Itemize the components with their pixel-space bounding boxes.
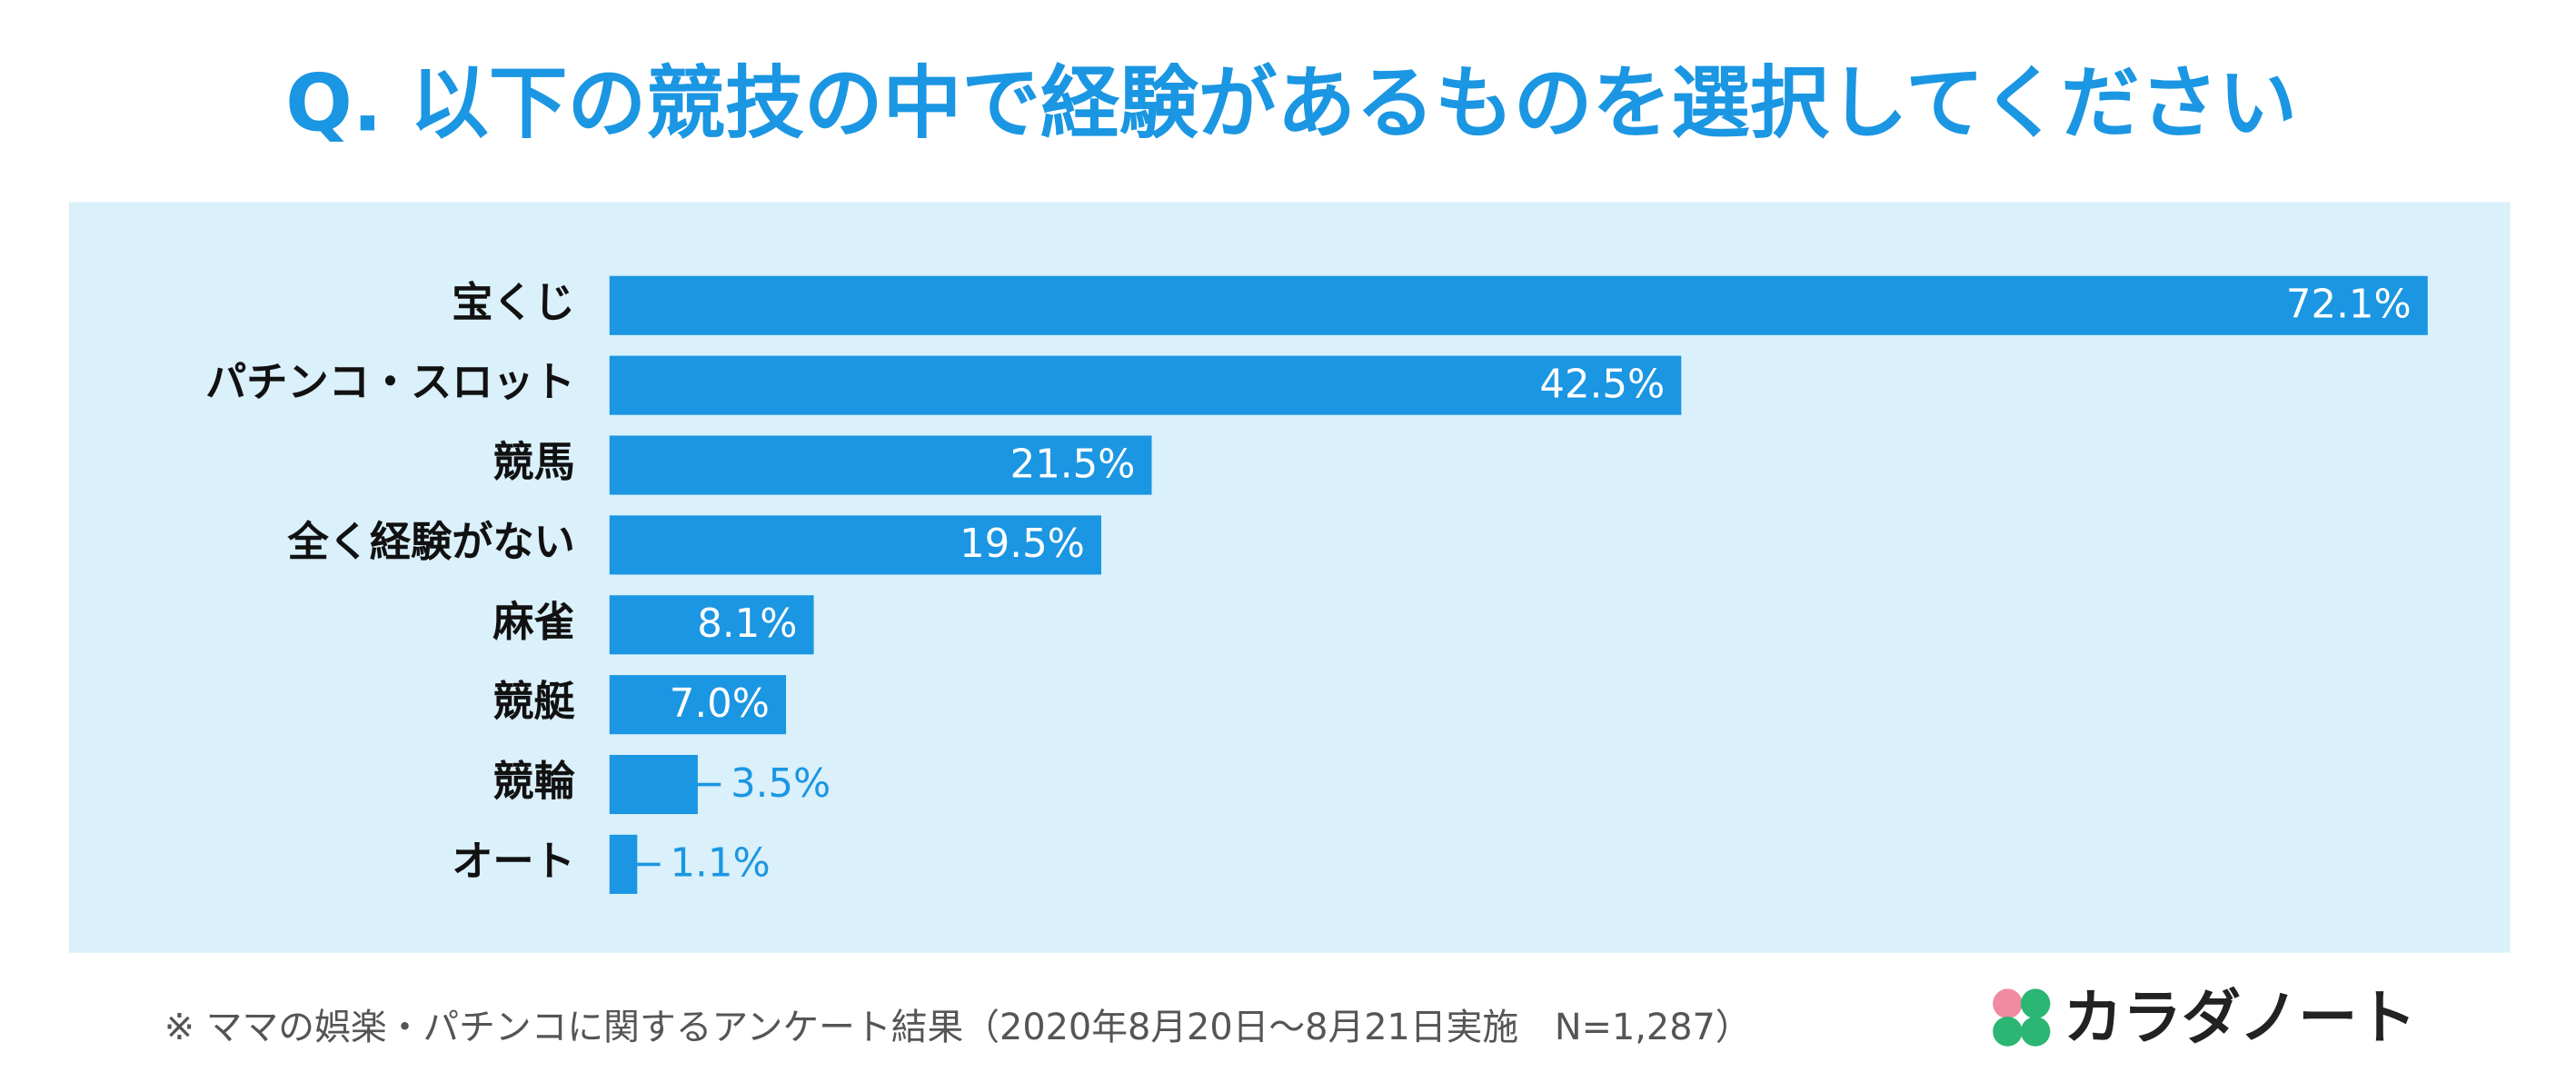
category-label: 麻雀 xyxy=(492,598,574,646)
bar xyxy=(609,275,2428,335)
brand-name: カラダノート xyxy=(2064,985,2417,1053)
plot: 宝くじ 72.1% パチンコ・スロット 42.5% 競馬 21.5% 全く経験がない 19.5… xyxy=(205,275,2428,894)
logo-leaf xyxy=(2020,1017,2051,1047)
bar xyxy=(609,834,638,894)
bar xyxy=(609,435,1152,495)
bar xyxy=(609,754,698,815)
value-label: 19.5% xyxy=(960,521,1085,567)
value-label: 21.5% xyxy=(1010,442,1136,487)
category-label: オート xyxy=(452,837,575,885)
logo-leaf xyxy=(2020,988,2051,1018)
category-label: 競輪 xyxy=(492,758,575,806)
footnote: ※ ママの娯楽・パチンコに関するアンケート結果（2020年8月20日～8月21日… xyxy=(164,1007,1752,1048)
category-label: 宝くじ xyxy=(452,278,575,326)
category-label: 競馬 xyxy=(492,438,574,486)
value-label: 42.5% xyxy=(1539,362,1665,407)
brand-logo: カラダノート xyxy=(1993,985,2416,1053)
value-label: 72.1% xyxy=(2286,283,2412,328)
chart-title: Q. 以下の競技の中で経験があるものを選択してください xyxy=(285,57,2297,149)
bar xyxy=(609,355,1682,415)
bar xyxy=(609,595,814,655)
category-label: 競艇 xyxy=(492,678,574,726)
category-label: 全く経験がない xyxy=(287,518,575,566)
value-label: 8.1% xyxy=(697,601,797,647)
logo-leaf xyxy=(1993,1017,2023,1047)
category-label: パチンコ・スロット xyxy=(205,358,575,406)
value-label: 7.0% xyxy=(670,681,770,727)
bar xyxy=(609,515,1101,575)
logo-leaf xyxy=(1993,988,2023,1018)
value-label: 1.1% xyxy=(670,841,770,887)
value-label: 3.5% xyxy=(731,761,830,807)
bar xyxy=(609,675,787,735)
